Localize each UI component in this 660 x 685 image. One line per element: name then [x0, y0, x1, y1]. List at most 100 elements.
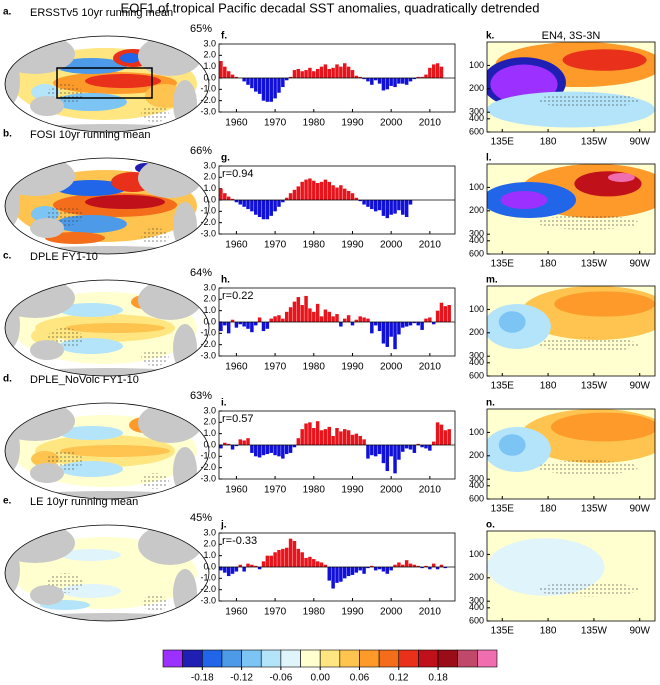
bar	[315, 303, 320, 322]
correlation: r=0.94	[222, 168, 254, 180]
bar	[300, 429, 304, 445]
y-tick-label: -2.0	[200, 95, 216, 105]
panel-label: e.	[3, 496, 12, 507]
y-tick-label: 2.0	[203, 294, 216, 304]
bar	[342, 63, 347, 78]
bar	[319, 316, 324, 322]
bar	[346, 430, 351, 445]
y-tick-label: -3.0	[200, 473, 216, 483]
bar	[288, 307, 293, 322]
frame	[218, 43, 456, 113]
color-box	[300, 649, 321, 668]
bar	[393, 445, 397, 474]
bar	[246, 78, 250, 85]
frame	[486, 530, 656, 622]
x-tick-label: 180	[540, 381, 557, 392]
x-tick-label: 135E	[491, 504, 515, 515]
x-tick-label: 135E	[491, 259, 515, 270]
bar	[404, 445, 409, 449]
land	[30, 463, 64, 483]
map-title: ERSSTv5 10yr running mean	[30, 7, 173, 19]
land	[5, 178, 20, 228]
land	[30, 218, 64, 238]
bar	[435, 567, 440, 570]
bar	[261, 561, 266, 567]
map	[5, 403, 209, 499]
bar	[401, 445, 405, 452]
stipple-area	[141, 228, 169, 244]
land	[5, 56, 20, 106]
panel-label: f.	[221, 31, 227, 42]
x-tick-label: 1970	[264, 362, 287, 373]
sst-pattern	[55, 180, 127, 196]
bar	[389, 445, 393, 457]
bar	[246, 200, 250, 210]
temp-pattern	[500, 191, 548, 209]
bar	[292, 189, 297, 200]
y-tick-label: 300	[469, 474, 484, 484]
bar	[223, 66, 227, 78]
bar	[312, 559, 316, 567]
bar	[223, 442, 227, 445]
bar	[435, 63, 440, 78]
color-box	[319, 649, 341, 668]
land	[173, 447, 197, 495]
x-tick-label: 1960	[225, 485, 248, 496]
land	[138, 403, 202, 443]
bar	[385, 78, 390, 90]
colorbar-label: 0.00	[310, 673, 330, 684]
bar	[385, 567, 390, 574]
map-outline	[4, 35, 210, 133]
bar	[277, 78, 281, 93]
bar	[234, 567, 239, 572]
frame	[218, 532, 456, 602]
colorbar-label: -0.12	[230, 673, 253, 684]
y-tick-label: 2.0	[203, 50, 216, 60]
bar	[342, 188, 347, 200]
bar	[335, 64, 339, 78]
bar	[370, 200, 374, 210]
bar	[331, 316, 335, 322]
bar	[381, 445, 386, 464]
bar	[265, 322, 270, 329]
x-tick-label: 1980	[303, 362, 326, 373]
bar	[284, 197, 289, 200]
bar	[397, 200, 401, 211]
x-tick-label: 1990	[341, 485, 364, 496]
bar	[377, 567, 382, 570]
y-tick-label: 300	[469, 229, 484, 239]
bar	[265, 445, 270, 455]
color-box	[339, 649, 360, 668]
bar	[242, 440, 246, 445]
y-tick-label: 400	[469, 235, 484, 245]
x-tick-label: 135E	[491, 381, 515, 392]
sst-pattern	[85, 195, 165, 209]
y-tick-label: -2.0	[200, 217, 216, 227]
bar	[308, 556, 312, 567]
color-box	[201, 649, 223, 668]
bar	[389, 322, 393, 337]
section	[487, 409, 655, 499]
bar	[408, 563, 413, 567]
bar	[308, 67, 312, 78]
bar	[412, 445, 417, 453]
x-tick-label: 1970	[264, 118, 287, 129]
y-tick-label: 100	[469, 304, 484, 314]
bar	[281, 318, 285, 322]
x-tick-label: 135W	[581, 504, 608, 515]
frame	[486, 408, 656, 500]
bar	[350, 567, 355, 575]
frame	[218, 410, 456, 480]
bar	[238, 439, 243, 445]
bar	[238, 322, 243, 325]
bar	[339, 567, 343, 582]
temp-pattern	[498, 434, 526, 456]
bar	[234, 445, 239, 447]
bar	[254, 200, 258, 215]
bar	[296, 548, 301, 567]
explained-variance: 64%	[190, 267, 212, 279]
bar	[424, 565, 428, 567]
bar	[350, 70, 355, 78]
bar	[370, 445, 374, 456]
bar	[342, 567, 347, 579]
